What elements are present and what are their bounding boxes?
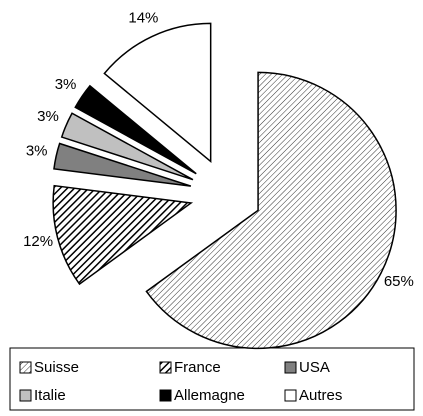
legend-swatch — [19, 389, 32, 402]
legend-label: France — [174, 359, 221, 376]
legend-swatch — [284, 361, 297, 374]
pie-slice — [103, 22, 212, 164]
legend-label: Autres — [299, 387, 342, 404]
legend-swatch — [159, 361, 172, 374]
legend-swatch — [19, 361, 32, 374]
pie-slice — [60, 112, 194, 181]
data-label: 14% — [128, 9, 158, 26]
pie-slice — [53, 142, 192, 187]
data-label: 12% — [23, 233, 53, 250]
legend-label: Suisse — [34, 359, 79, 376]
legend-swatch — [159, 389, 172, 402]
legend-box — [9, 347, 415, 411]
pie-slice — [74, 84, 197, 175]
legend-label: Allemagne — [174, 387, 245, 404]
data-label: 3% — [37, 108, 59, 125]
legend-label: USA — [299, 359, 330, 376]
legend-label: Italie — [34, 387, 66, 404]
data-label: 65% — [384, 273, 414, 290]
pie-slice — [145, 71, 397, 350]
data-label: 3% — [26, 143, 48, 160]
legend-swatch — [284, 389, 297, 402]
pie-slice — [52, 184, 194, 286]
data-label: 3% — [55, 76, 77, 93]
